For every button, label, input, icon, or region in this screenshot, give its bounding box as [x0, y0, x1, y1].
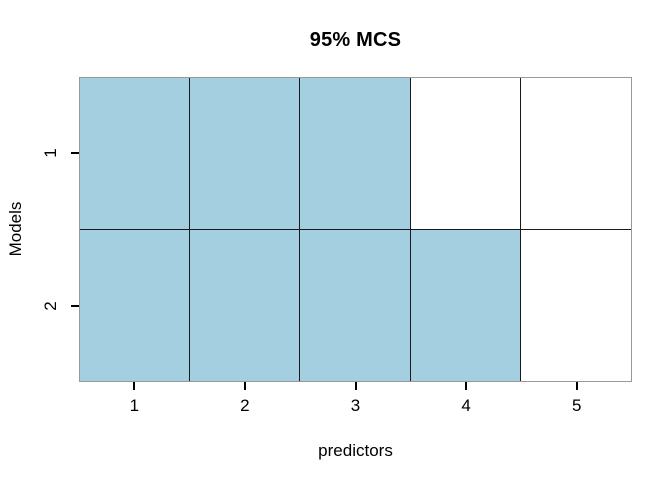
cell-model1-predictor1: [80, 78, 191, 230]
y-tick-2: [71, 304, 79, 307]
x-tick-4: [465, 382, 468, 390]
cell-model2-predictor1: [80, 229, 191, 381]
cell-model2-predictor5: [520, 229, 631, 381]
x-tick-label-1: 1: [129, 396, 140, 415]
y-axis-label: Models: [6, 201, 25, 257]
y-tick-label-2: 2: [41, 301, 60, 311]
x-tick-label-3: 3: [350, 396, 361, 415]
x-tick-1: [133, 382, 136, 390]
x-tick-label-4: 4: [461, 396, 471, 415]
cell-model2-predictor4: [410, 229, 521, 381]
cell-model2-predictor3: [300, 229, 411, 381]
x-tick-3: [354, 382, 357, 390]
cell-model1-predictor3: [300, 78, 411, 230]
plot-title: 95% MCS: [309, 29, 402, 51]
plot-area: [79, 77, 632, 382]
x-tick-label-2: 2: [240, 396, 250, 415]
cell-model1-predictor2: [190, 78, 301, 230]
cell-model1-predictor4: [410, 78, 521, 230]
x-tick-2: [243, 382, 246, 390]
x-axis-label: predictors: [318, 441, 393, 460]
y-tick-1: [71, 152, 79, 155]
x-tick-5: [575, 382, 578, 390]
x-tick-label-5: 5: [571, 396, 582, 415]
y-tick-label-1: 1: [41, 148, 60, 158]
cell-model2-predictor2: [190, 229, 301, 381]
cell-model1-predictor5: [520, 78, 631, 230]
